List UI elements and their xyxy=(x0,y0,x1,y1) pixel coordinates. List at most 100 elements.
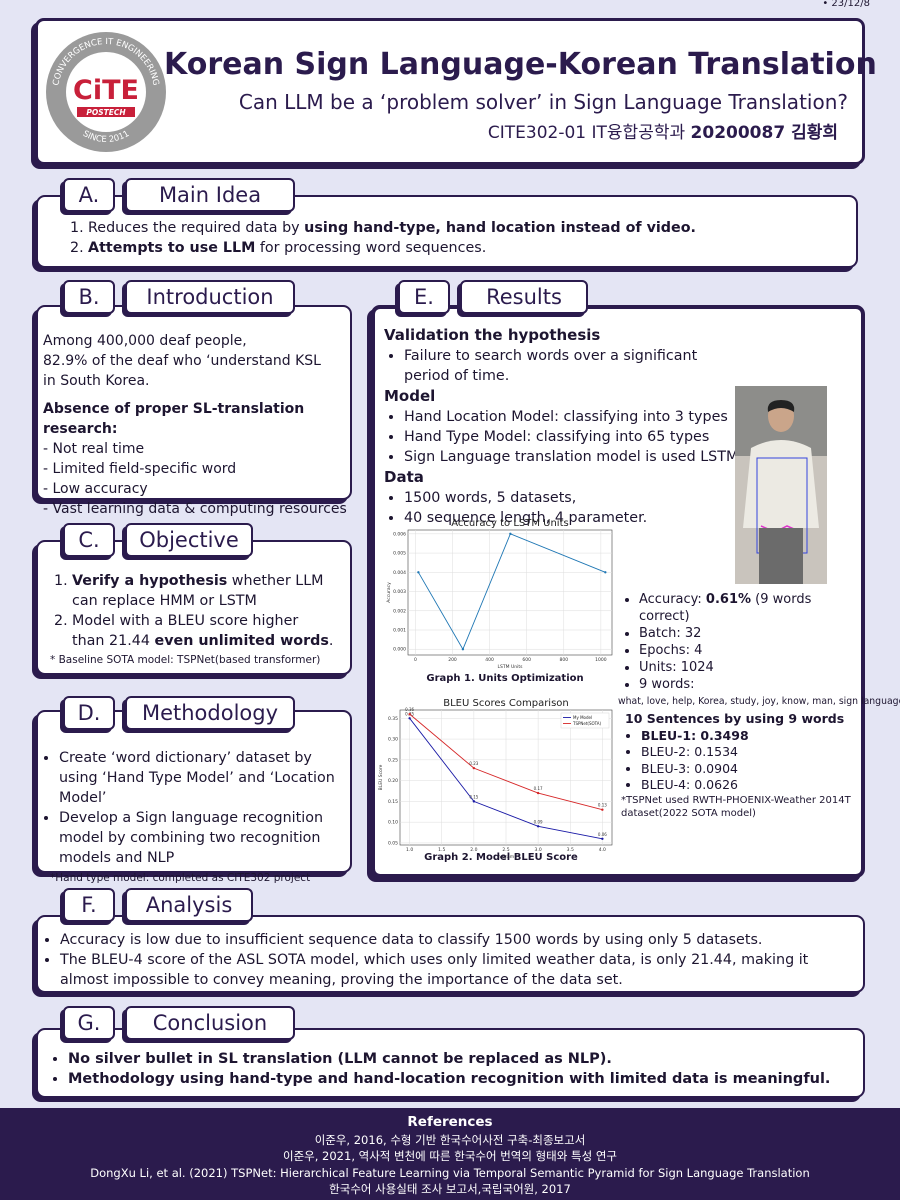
y-tick-label: 0.05 xyxy=(388,840,398,846)
x-tick-label: 2.5 xyxy=(502,847,509,853)
list-marker: 1. xyxy=(70,220,84,236)
objective-list: 1. Verify a hypothesis whether LLM can re… xyxy=(54,571,334,651)
list-item: Failure to search words over a significa… xyxy=(404,346,739,386)
legend-box xyxy=(560,712,610,729)
graph-2: 1.0 1.5 2.0 2.5 3.0 3.5 4.0 0.05 0.10 0.15 0.20 0.2… xyxy=(378,698,613,863)
list-item: The BLEU-4 score of the ASL SOTA model, … xyxy=(60,950,844,990)
list-item: BLEU-1: 0.3498 xyxy=(641,728,855,745)
section-letter: B. xyxy=(63,280,115,314)
data-label: 0.15 xyxy=(469,794,478,799)
methodology-box: Create ‘word dictionary’ dataset by usin… xyxy=(36,710,352,884)
x-axis-label: n-gram xyxy=(498,854,514,860)
x-tick-label: 3.5 xyxy=(567,847,574,853)
list-marker: 1. xyxy=(54,573,68,589)
list-item: Methodology using hand-type and hand-loc… xyxy=(68,1069,852,1089)
results-heading: Data xyxy=(384,468,424,486)
y-tick-label: 0.000 xyxy=(393,647,406,653)
y-axis-label: Accuracy xyxy=(386,582,392,603)
list-item: Sign Language translation model is used … xyxy=(404,447,739,467)
list-item: Hand Location Model: classifying into 3 … xyxy=(404,407,739,427)
y-tick-label: 0.10 xyxy=(388,820,398,826)
bold-text: BLEU-1: 0.3498 xyxy=(641,727,749,743)
text-line: 이준우, 2021, 역사적 변천에 따른 한국수어 번역의 형태와 특성 연구 xyxy=(283,1149,617,1163)
bold-text: using hand-type, hand location instead o… xyxy=(304,220,696,236)
text-line: 82.9% of the deaf who ‘understand KSL xyxy=(43,353,321,369)
list-item: Units: 1024 xyxy=(639,659,865,676)
nine-words: what, love, help, Korea, study, joy, kno… xyxy=(618,696,900,707)
chart-title: Accuracy to LSTM Units xyxy=(451,518,568,529)
list-item: 2. Model with a BLEU score higher than 21… xyxy=(54,611,334,651)
text-line: - Limited field-specific word xyxy=(43,461,237,477)
data-label: 0.09 xyxy=(534,819,543,824)
analysis-box: Accuracy is low due to insufficient sequ… xyxy=(36,915,865,993)
list-item: 1500 words, 5 datasets, xyxy=(404,488,739,508)
section-title: Objective xyxy=(125,523,253,557)
series-line xyxy=(417,533,606,651)
results-bleu: 10 Sentences by using 9 words BLEU-1: 0.… xyxy=(621,711,855,820)
results-list: Hand Location Model: classifying into 3 … xyxy=(384,407,739,467)
x-tick-label: 1.5 xyxy=(438,847,445,853)
section-title: Introduction xyxy=(125,280,295,314)
point xyxy=(408,712,411,716)
y-tick-label: 0.25 xyxy=(388,757,398,763)
list-text: Attempts to use LLM for processing word … xyxy=(88,238,486,258)
bleu-heading: 10 Sentences by using 9 words xyxy=(625,711,845,726)
logo-sub: POSTECH xyxy=(86,108,126,117)
y-tick-label: 0.35 xyxy=(388,716,398,722)
text-line: 이준우, 2016, 수형 기반 한국수어사전 구축-최종보고서 xyxy=(314,1132,586,1147)
objective-box: 1. Verify a hypothesis whether LLM can re… xyxy=(36,540,352,675)
point xyxy=(536,825,540,828)
results-list: 1500 words, 5 datasets,40 sequence lengt… xyxy=(384,488,739,528)
point xyxy=(604,571,607,574)
section-letter: D. xyxy=(63,696,115,730)
bold-text: Verify a hypothesis xyxy=(72,573,228,589)
bold-text: 0.61% xyxy=(705,592,752,607)
methodology-content: Create ‘word dictionary’ dataset by usin… xyxy=(44,748,346,885)
stats-list: Accuracy: 0.61% (9 words correct)Batch: … xyxy=(625,591,865,693)
plot-area xyxy=(407,529,613,656)
results-heading: Model xyxy=(384,387,436,405)
chart-caption: Graph 1. Units Optimization xyxy=(426,673,583,684)
x-tick-label: 2.0 xyxy=(470,847,477,853)
point xyxy=(536,791,540,795)
conclusion-box: No silver bullet in SL translation (LLM … xyxy=(36,1028,865,1098)
photo-hair xyxy=(767,400,795,412)
bold-text: 20200087 김황희 xyxy=(690,123,838,143)
section-title: Methodology xyxy=(125,696,295,730)
list-item: BLEU-3: 0.0904 xyxy=(641,761,855,778)
x-tick-label: 600 xyxy=(522,657,531,663)
section-title: Conclusion xyxy=(125,1006,295,1040)
text: . xyxy=(328,633,334,649)
logo-name: CiTE xyxy=(73,75,139,106)
header-box: CONVERGENCE IT ENGINEERING SINCE 2011 Ci… xyxy=(35,18,877,165)
list-item: 9 words: xyxy=(639,676,865,693)
references: References 이준우, 2016, 수형 기반 한국수어사전 구축-최종… xyxy=(0,1108,900,1200)
y-tick-label: 0.003 xyxy=(393,589,406,595)
y-tick-label: 0.005 xyxy=(393,551,406,557)
x-tick-label: 400 xyxy=(485,657,494,663)
methodology-note: *Hand type model: completed as CITE302 p… xyxy=(50,872,311,884)
point xyxy=(601,808,604,811)
y-tick-label: 0.002 xyxy=(393,608,406,614)
objective-note: * Baseline SOTA model: TSPNet(based tran… xyxy=(50,654,321,666)
logo-band xyxy=(77,107,135,117)
section-letter: E. xyxy=(398,280,450,314)
x-axis-label: LSTM Units xyxy=(498,664,524,670)
objective-content: 1. Verify a hypothesis whether LLM can re… xyxy=(50,571,334,667)
list-text: Model with a BLEU score higher than 21.4… xyxy=(72,611,334,651)
chart-title: BLEU Scores Comparison xyxy=(443,698,569,709)
photo-shirt xyxy=(743,440,819,528)
text: (9 words correct) xyxy=(639,592,812,624)
section-title: Analysis xyxy=(125,888,253,922)
y-tick-label: 0.30 xyxy=(388,737,398,743)
subtitle: Can LLM be a ‘problem solver’ in Sign La… xyxy=(238,90,848,114)
y-tick-label: 0.15 xyxy=(388,799,398,805)
text-line: 한국수어 사용실태 조사 보고서,국립국어원, 2017 xyxy=(329,1182,571,1196)
list-text: Verify a hypothesis whether LLM can repl… xyxy=(72,571,334,611)
text: Reduces the required data by xyxy=(88,220,305,236)
x-tick-label: 4.0 xyxy=(599,847,606,853)
list-text: Reduces the required data by using hand-… xyxy=(88,218,696,238)
list-item: Develop a Sign language recognition mode… xyxy=(59,808,346,868)
